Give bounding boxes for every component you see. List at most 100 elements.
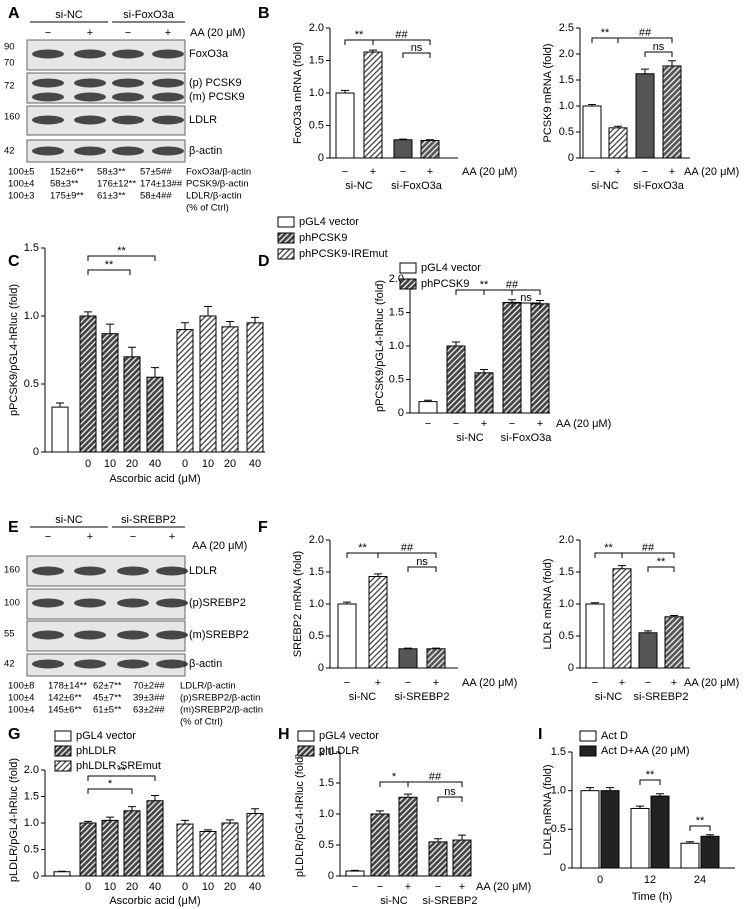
x-tick-label: 10 xyxy=(104,458,116,470)
blot-band xyxy=(74,115,106,125)
error-bar xyxy=(181,322,189,330)
significance-label: ** xyxy=(358,542,367,554)
mw-marker: 72 xyxy=(4,81,15,92)
mw-marker: 90 xyxy=(4,42,15,53)
quant-value: 100±4 xyxy=(8,693,34,704)
x-tick-label: − xyxy=(352,881,358,893)
bar xyxy=(650,795,670,869)
blot-band xyxy=(152,146,184,156)
mw-marker: 55 xyxy=(4,629,15,640)
treatment-label: + xyxy=(165,27,171,39)
panel-letter: H xyxy=(278,726,290,743)
group-label: si-SREBP2 xyxy=(422,895,477,907)
legend-swatch xyxy=(579,745,597,757)
x-tick-label: + xyxy=(671,677,677,689)
legend-swatch xyxy=(399,262,417,274)
bar xyxy=(420,139,440,159)
y-tick-label: 0.5 xyxy=(309,630,324,642)
blot-band xyxy=(32,49,64,59)
group-label: si-SREBP2 xyxy=(121,514,176,526)
error-bar xyxy=(181,819,189,825)
error-bar xyxy=(668,60,676,66)
y-axis-label: LDLR mRNA (fold) xyxy=(542,558,554,649)
error-bar xyxy=(376,810,384,814)
bar xyxy=(146,376,164,453)
significance-label: ** xyxy=(601,27,610,39)
legend-label: pGL4 vector xyxy=(299,216,359,228)
bar xyxy=(221,822,239,877)
error-bar xyxy=(128,806,136,811)
significance-bracket xyxy=(639,779,661,785)
bar xyxy=(101,333,119,453)
bar xyxy=(221,326,239,453)
bar xyxy=(51,406,69,453)
significance-label: ## xyxy=(429,771,442,783)
quant-label: LDLR/β-actin xyxy=(186,191,242,202)
bar xyxy=(582,105,602,159)
error-bar xyxy=(458,834,466,841)
legend-swatch xyxy=(54,760,72,772)
error-bar xyxy=(636,805,644,809)
quant-label: FoxO3a/β-actin xyxy=(186,167,251,178)
bar xyxy=(428,841,448,877)
x-tick-label: 20 xyxy=(126,458,138,470)
legend-label: pGL4 vector xyxy=(319,730,379,742)
group-label: si-NC xyxy=(591,180,619,192)
error-bar xyxy=(404,647,412,649)
bar xyxy=(53,871,71,877)
error-bar xyxy=(128,346,136,357)
y-tick-label: 1.5 xyxy=(309,54,324,66)
bar xyxy=(79,315,97,453)
blot-band xyxy=(74,49,106,59)
x-tick-label: + xyxy=(459,881,465,893)
x-tick-label: 40 xyxy=(249,458,261,470)
error-bar xyxy=(432,647,440,649)
blot-band xyxy=(112,92,144,102)
x-axis-label: Ascorbic acid (μM) xyxy=(109,473,200,485)
significance-bracket xyxy=(372,39,431,45)
bar xyxy=(363,51,383,159)
significance-bracket xyxy=(689,825,711,831)
error-bar xyxy=(591,602,599,604)
x-tick-label: 40 xyxy=(249,881,261,893)
bar xyxy=(700,835,720,869)
error-bar xyxy=(641,68,649,74)
x-tick-label: 12 xyxy=(644,874,656,886)
significance-label: ns xyxy=(653,41,665,53)
blot-band xyxy=(117,598,149,608)
y-tick-label: 1.5 xyxy=(559,74,574,86)
bar xyxy=(370,813,390,877)
bar xyxy=(101,819,119,877)
legend-label: phPCSK9 xyxy=(421,278,469,290)
y-tick-label: 1.5 xyxy=(389,306,404,318)
y-tick-label: 0 xyxy=(318,152,324,164)
significance-label: * xyxy=(108,778,113,790)
treatment-label: − xyxy=(45,531,51,543)
error-bar xyxy=(606,787,614,791)
y-axis-label: pLDLR/pGL4-hRluc (fold) xyxy=(294,753,306,877)
bar xyxy=(664,616,684,669)
legend-swatch xyxy=(297,730,315,742)
legend-swatch xyxy=(54,730,72,742)
band-label: FoxO3a xyxy=(189,48,229,60)
x-tick-label: − xyxy=(645,677,651,689)
legend-swatch xyxy=(399,278,417,290)
x-note: AA (20 μM) xyxy=(462,166,517,178)
bar xyxy=(580,790,600,869)
error-bar xyxy=(586,787,594,791)
blot-band xyxy=(32,78,64,88)
y-axis-label: SREBP2 mRNA (fold) xyxy=(292,551,304,657)
bar xyxy=(502,301,522,414)
legend-label: pGL4 vector xyxy=(421,262,481,274)
y-tick-label: 2.0 xyxy=(24,764,39,776)
y-tick-label: 0.5 xyxy=(319,839,334,851)
band-label: (m) PCSK9 xyxy=(189,91,245,103)
y-tick-label: 0 xyxy=(318,662,324,674)
y-tick-label: 0 xyxy=(568,662,574,674)
legend-swatch xyxy=(579,730,597,742)
blot-band xyxy=(117,566,149,576)
blot-band xyxy=(74,92,106,102)
y-tick-label: 2.0 xyxy=(309,22,324,34)
bar xyxy=(612,568,632,669)
